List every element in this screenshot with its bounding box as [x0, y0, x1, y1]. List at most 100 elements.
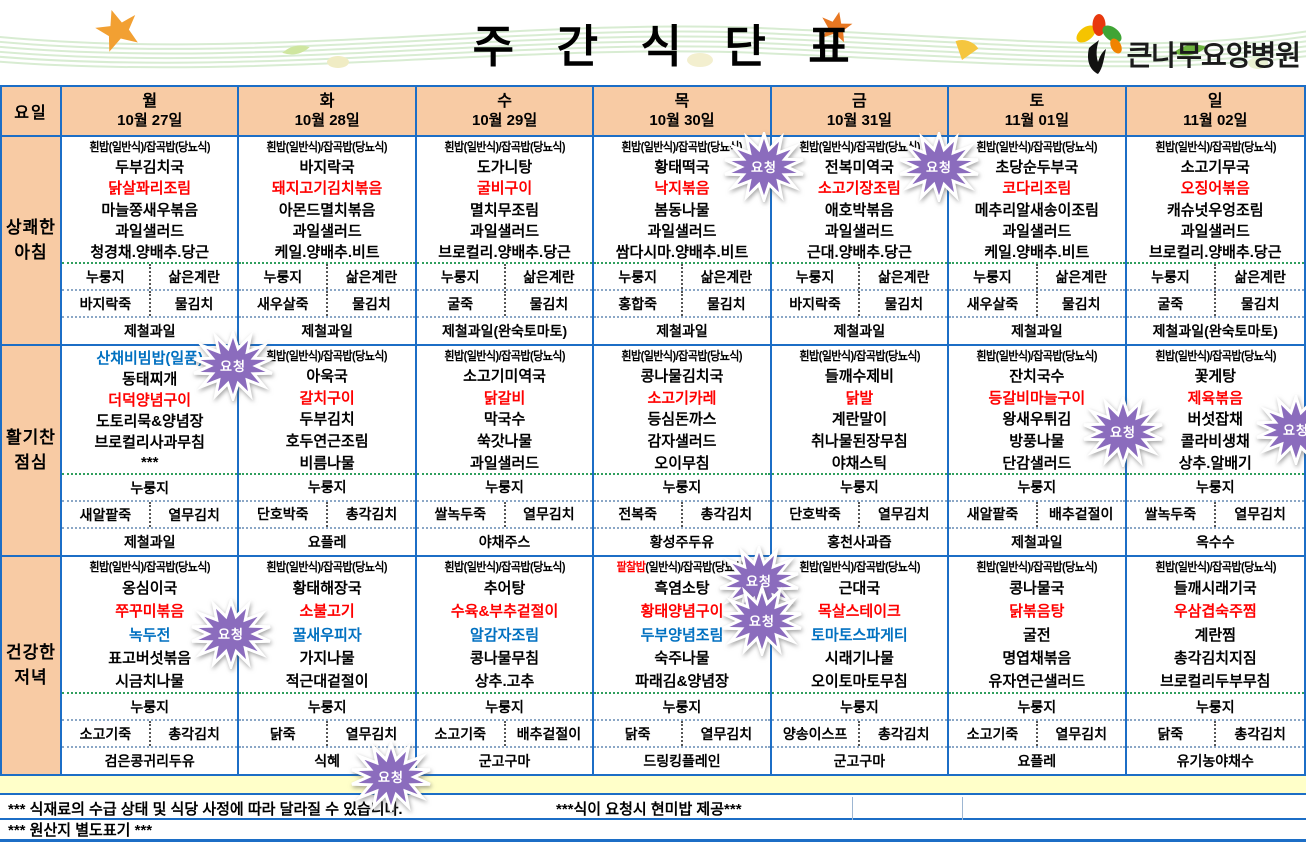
nurungji-row: 누룽지 삶은계란 [62, 262, 238, 290]
menu-item: 유자연근샐러드 [988, 672, 1086, 690]
menu-item: 브로컬리.양배추.당근 [438, 243, 571, 261]
menu-item: 닭발 [845, 389, 874, 407]
rice-segment: 흰밥(일반식)/잡곡밥(당뇨식) [444, 140, 565, 154]
menu-item: 왕새우튀김 [1002, 411, 1072, 429]
menu-item: 상추.알배기 [1178, 454, 1252, 472]
cell-text: 물김치 [681, 291, 770, 317]
cell-text: 누룽지 [795, 268, 835, 285]
cell-text: 소고기죽 [79, 725, 132, 742]
porridge-kimchi-row: 쌀녹두죽 열무김치 [416, 499, 593, 527]
menu-item: 녹두전 [129, 626, 171, 644]
cell-text: 누룽지 [307, 479, 347, 496]
day-name: 월 [142, 92, 158, 110]
rice-line: 흰밥(일반식)/잡곡밥(당뇨식) [779, 346, 940, 365]
day-header: 토 11월 01일 [949, 87, 1127, 137]
menu-item: 황태해장국 [292, 580, 362, 598]
menu-item: 들깨시래기국 [1173, 580, 1257, 598]
menu-cell: 흰밥(일반식)/잡곡밥(당뇨식) 추어탕 수육&부추겉절이 알감자조림 콩나물무침 상추.… [416, 557, 595, 774]
rice-line: 흰밥(일반식)/잡곡밥(당뇨식) [424, 346, 585, 365]
day-name: 목 [674, 92, 690, 110]
cell-text: 누룽지 [973, 268, 1012, 285]
menu-item: 과일샐러드 [470, 222, 540, 240]
day-date: 10월 28일 [294, 112, 360, 130]
yellow-band [0, 776, 1306, 795]
menu-item: 명엽채볶음 [1002, 649, 1072, 667]
cell-text: 총각김치 [681, 501, 770, 527]
porridge-kimchi-row: 양송이스프 총각김치 [771, 719, 948, 747]
cell-text: 삶은계란 [1214, 264, 1304, 290]
day-header: 화 10월 28일 [239, 87, 417, 137]
cell-text: 쌀녹두죽 [1144, 506, 1197, 523]
extra-row: 제철과일(완숙토마토) [1126, 316, 1304, 344]
menu-item: 잔치국수 [1009, 368, 1065, 386]
rice-segment: (일반식)/잡곡밥(당뇨식) [645, 560, 748, 574]
porridge-kimchi-row: 단호박죽 열무김치 [771, 499, 948, 527]
cell-text: 홍합죽 [618, 295, 657, 312]
cell-text: 누룽지 [440, 268, 480, 285]
cell-text: 닭죽 [269, 725, 296, 742]
menu-item: 목살스테이크 [818, 603, 901, 621]
cell-text: 물김치 [326, 291, 415, 317]
rice-line: 흰밥(일반식)/잡곡밥(당뇨식) [1134, 137, 1297, 156]
cell-text: 새알팥죽 [79, 506, 132, 523]
rice-segment: 흰밥(일반식)/잡곡밥(당뇨식) [799, 560, 920, 574]
menu-item: 브로컬리.양배추.당근 [1149, 243, 1282, 261]
extra-row: 유기농야채수 [1126, 746, 1304, 774]
day-name: 수 [497, 92, 512, 110]
rice-segment: 흰밥(일반식)/잡곡밥(당뇨식) [444, 560, 565, 574]
cell-text: 양송이스프 [782, 725, 848, 742]
nurungji-row: 누룽지 삶은계란 [771, 262, 948, 290]
porridge-kimchi-row: 바지락죽 물김치 [62, 289, 238, 317]
porridge-kimchi-row: 바지락죽 물김치 [771, 289, 948, 317]
cell-text: 누룽지 [662, 479, 702, 496]
menu-cell: 흰밥(일반식)/잡곡밥(당뇨식) 소고기무국 오징어볶음 캐슈넛우엉조림 과일샐러드 브로… [1126, 137, 1304, 346]
cell-text: 물김치 [503, 291, 593, 317]
cell-text: 소고기죽 [434, 725, 486, 742]
menu-item: 시금치나물 [115, 672, 185, 690]
brown-rice-notice: ***식이 요청시 현미밥 제공*** [556, 801, 742, 818]
rice-line: 흰밥(일반식)/잡곡밥(당뇨식) [246, 557, 407, 576]
menu-cell: 흰밥(일반식)/잡곡밥(당뇨식) 초당순두부국 코다리조림 메추리알새송이조림 과일샐러… [949, 137, 1127, 346]
cell-text: 누룽지 [86, 268, 125, 285]
day-name: 일 [1207, 92, 1223, 110]
menu-item: 오징어볶음 [1180, 180, 1250, 198]
menu-item: 멸치무조림 [470, 201, 540, 219]
day-date: 10월 27일 [117, 112, 183, 130]
rice-line: 흰밥(일반식)/잡곡밥(당뇨식) [779, 557, 940, 576]
menu-item: 제육볶음 [1187, 389, 1243, 407]
menu-cell: 흰밥(일반식)/잡곡밥(당뇨식) 옹심이국 쭈꾸미볶음 녹두전 표고버섯볶음 시금치나물 누… [62, 557, 240, 774]
porridge-kimchi-row: 닭죽 총각김치 [1126, 719, 1304, 747]
extra-row: 군고구마 [771, 746, 948, 774]
cell-text: 누룽지 [1195, 479, 1235, 496]
menu-item: 추어탕 [483, 580, 526, 598]
menu-item: 등갈비마늘구이 [988, 389, 1086, 407]
day-header: 일 11월 02일 [1126, 87, 1304, 137]
cell-text: 열무김치 [503, 501, 593, 527]
menu-cell: 흰밥(일반식)/잡곡밥(당뇨식) 근대국 목살스테이크 토마토스파게티 시래기나물 오이토… [771, 557, 950, 774]
porridge-kimchi-row: 닭죽 열무김치 [594, 719, 770, 747]
menu-item: 오이토마토무침 [811, 672, 908, 690]
cell-text: 바지락죽 [789, 295, 841, 312]
menu-cell: 흰밥(일반식)/잡곡밥(당뇨식) 도가니탕 굴비구이 멸치무조림 과일샐러드 브로컬리.양… [416, 137, 595, 346]
menu-item: 브로컬리사과무침 [94, 434, 205, 451]
menu-item: 코다리조림 [1002, 180, 1072, 198]
cell-text: 배추겉절이 [1035, 501, 1125, 527]
cell-text: 누룽지 [1017, 698, 1057, 715]
nurungji-row: 누룽지 삶은계란 [949, 262, 1125, 290]
menu-item: 쭈꾸미볶음 [115, 603, 185, 621]
menu-item: 황태떡국 [654, 159, 710, 177]
rice-line: 흰밥(일반식)/잡곡밥(당뇨식) [601, 346, 762, 365]
menu-item: 콩나물무침 [470, 649, 540, 667]
rice-line: 흰밥(일반식)/잡곡밥(당뇨식) [956, 137, 1117, 156]
menu-item: 도가니탕 [476, 159, 533, 177]
nurungji-row: 누룽지 [594, 472, 770, 500]
rice-line: 흰밥(일반식)/잡곡밥(당뇨식) [779, 137, 940, 156]
menu-item: 낙지볶음 [654, 180, 710, 198]
cell-text: 누룽지 [618, 268, 657, 285]
nurungji-row: 누룽지 [416, 692, 593, 719]
menu-item: 더덕양념구이 [108, 392, 192, 409]
day-header: 수 10월 29일 [416, 87, 595, 137]
cell-text: 누룽지 [485, 698, 524, 715]
menu-cell: 흰밥(일반식)/잡곡밥(당뇨식) 콩나물김치국 소고기카레 등심돈까스 감자샐러드 오이무… [594, 346, 772, 557]
cell-text: 삶은계란 [681, 264, 770, 290]
